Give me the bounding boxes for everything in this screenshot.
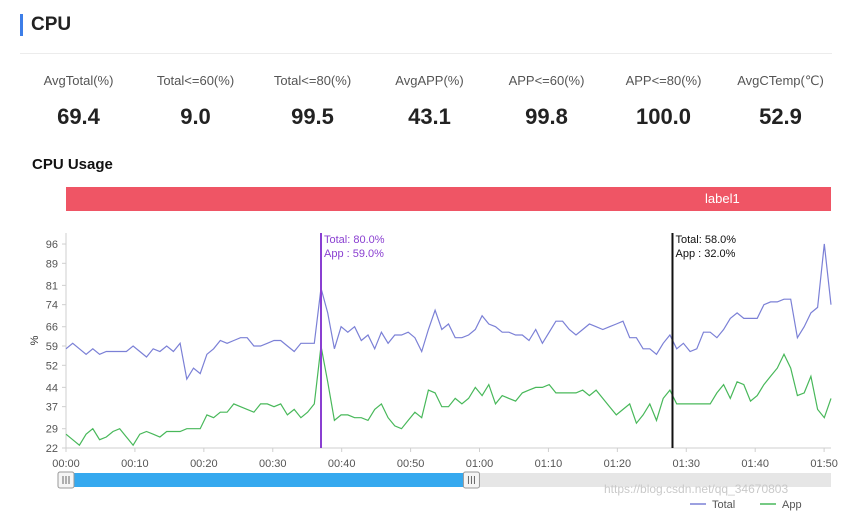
x-tick-label: 01:20 [604,458,632,470]
stat-label: AvgTotal(%) [43,73,114,88]
series-line-app [65,345,832,447]
y-tick-label: 22 [46,443,58,455]
stat-value: 43.1 [408,104,451,129]
stat-app-le-80: APP<=80(%) 100.0 [605,70,722,130]
stat-value: 100.0 [635,104,692,129]
stat-avg-ctemp: AvgCTemp(℃) 52.9 [722,70,839,130]
header-accent-bar [20,14,23,36]
x-tick-label: 00:20 [190,458,218,470]
x-tick-label: 00:30 [259,458,287,470]
stat-label: AvgCTemp(℃) [737,73,824,88]
y-axis-title: % [29,335,41,345]
stat-value: 69.4 [57,104,100,129]
stats-row: AvgTotal(%) 69.4 Total<=60(%) 9.0 Total<… [20,70,842,130]
y-tick-label: 44 [46,382,58,394]
marker-readout: Total: 58.0% [675,234,736,246]
stat-label: Total<=60(%) [156,73,235,88]
stat-value: 99.5 [291,104,334,129]
x-tick-label: 01:50 [810,458,838,470]
stat-value: 52.9 [759,104,802,129]
annotation-band[interactable]: label1 [66,187,831,211]
page-title: CPU [31,14,72,35]
stat-avg-app: AvgAPP(%) 43.1 [371,70,488,130]
marker-readout: App : 59.0% [324,248,384,260]
stat-total-le-80: Total<=80(%) 99.5 [254,70,371,130]
section-header: CPU [20,12,71,38]
zoom-selection[interactable] [66,473,472,487]
annotation-band-label: label1 [705,191,740,206]
y-tick-label: 96 [46,239,58,251]
marker-readout: App : 32.0% [675,248,735,260]
watermark: https://blog.csdn.net/qq_34670803 [604,482,789,496]
legend-label: App [782,499,802,511]
stat-app-le-60: APP<=60(%) 99.8 [488,70,605,130]
series-line-total [65,243,832,381]
legend-label: Total [712,499,735,511]
y-tick-label: 29 [46,424,58,436]
x-tick-label: 01:10 [535,458,563,470]
x-tick-label: 00:10 [121,458,149,470]
x-tick-label: 00:40 [328,458,356,470]
x-tick-label: 01:00 [466,458,494,470]
stat-label: APP<=60(%) [508,73,585,88]
chart-section-title: CPU Usage [32,156,113,173]
y-tick-label: 81 [46,280,58,292]
stat-label: Total<=80(%) [273,73,352,88]
stat-label: APP<=80(%) [625,73,702,88]
y-tick-label: 66 [46,322,58,334]
stat-value: 99.8 [525,104,568,129]
y-tick-label: 59 [46,341,58,353]
stat-label: AvgAPP(%) [395,73,464,88]
x-tick-label: 01:40 [741,458,769,470]
y-tick-label: 52 [46,360,58,372]
x-tick-label: 00:50 [397,458,425,470]
stat-avg-total: AvgTotal(%) 69.4 [20,70,137,130]
stat-total-le-60: Total<=60(%) 9.0 [137,70,254,130]
x-tick-label: 00:00 [52,458,80,470]
y-tick-label: 37 [46,402,58,414]
x-tick-label: 01:30 [673,458,701,470]
stat-value: 9.0 [180,104,211,129]
y-tick-label: 74 [46,300,58,312]
y-tick-label: 89 [46,258,58,270]
marker-readout: Total: 80.0% [324,234,385,246]
header-divider [20,53,832,54]
